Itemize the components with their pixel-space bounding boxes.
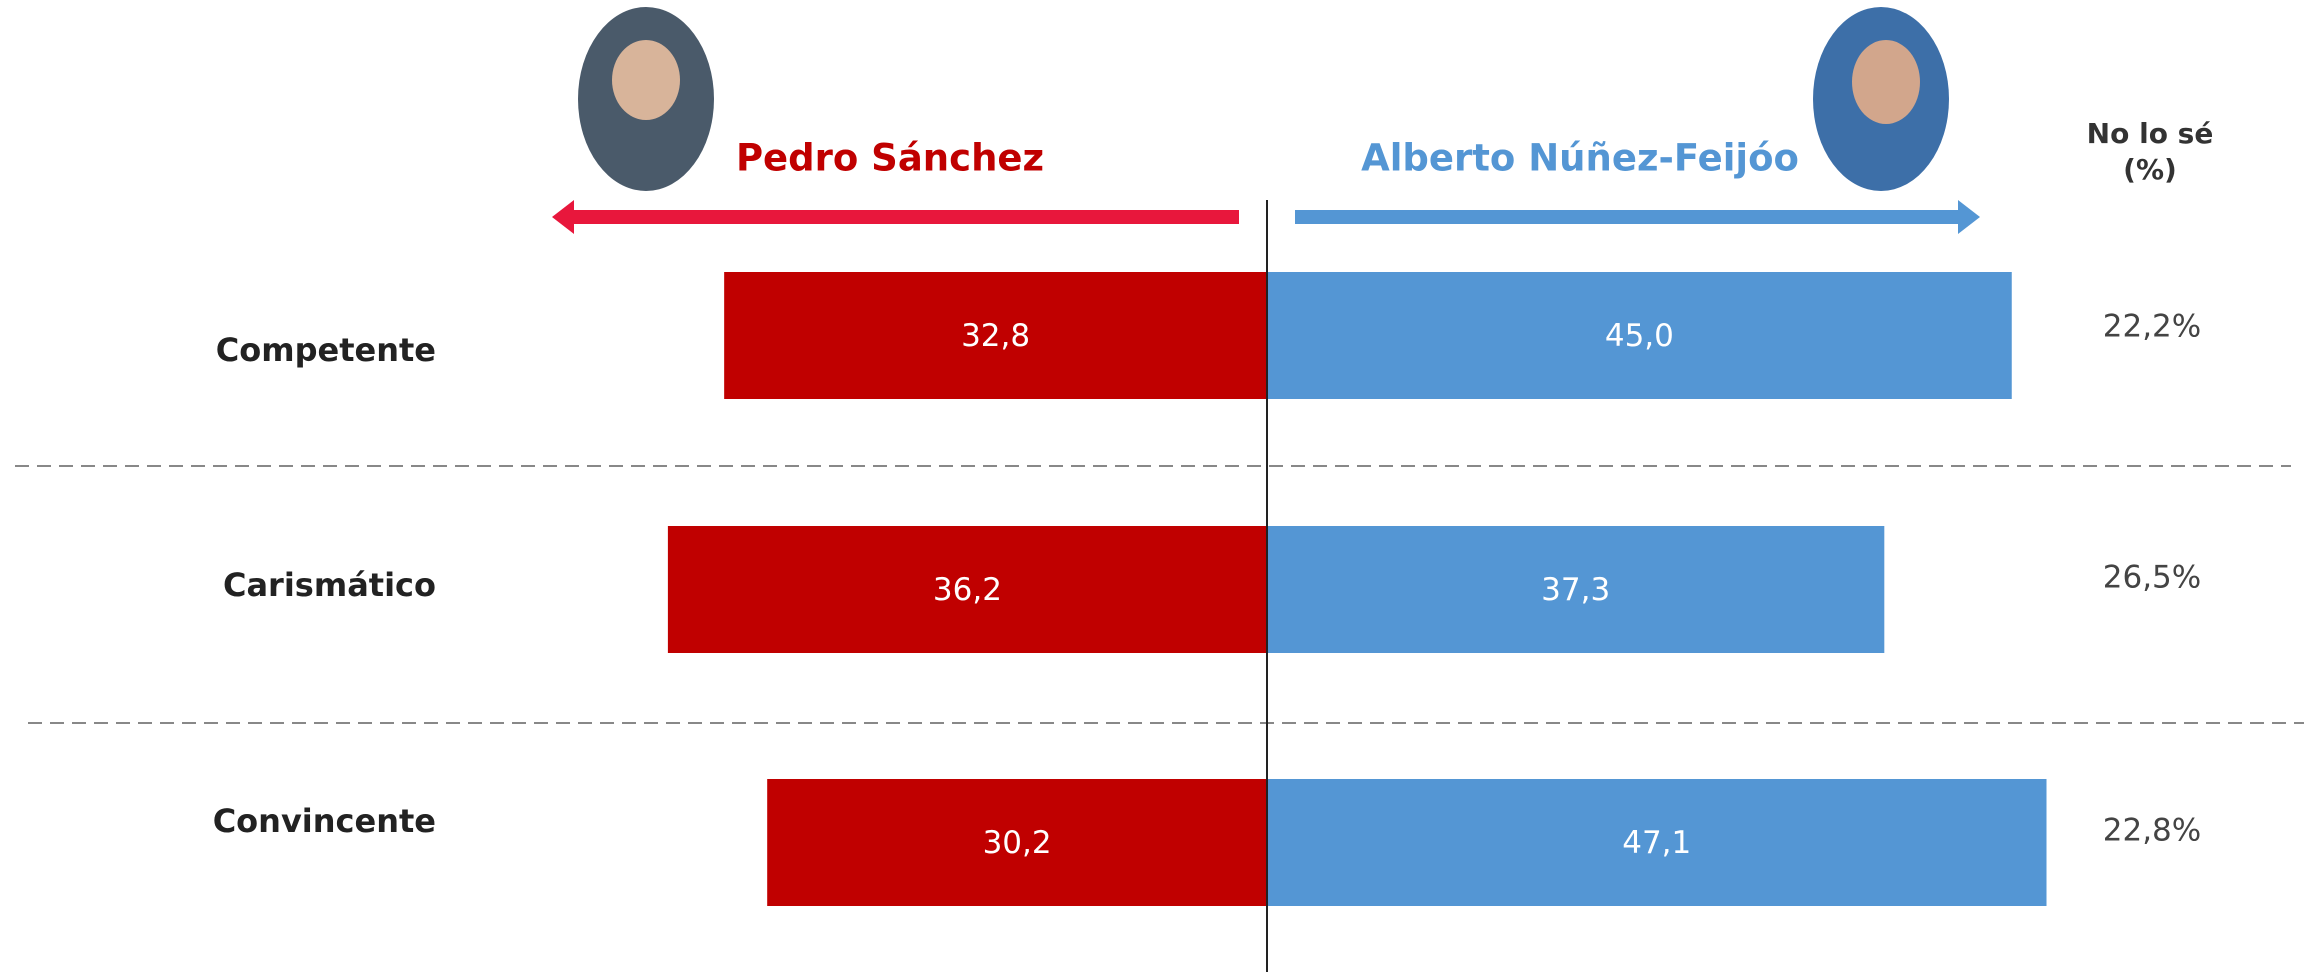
column-header: No lo sé (%) bbox=[2060, 116, 2240, 188]
value-label: 37,3 bbox=[1541, 572, 1610, 608]
category-label: Competente bbox=[216, 331, 436, 369]
candidate-photo-face bbox=[612, 40, 680, 120]
no-answer-value: 26,5% bbox=[2103, 560, 2201, 596]
arrow-head bbox=[552, 200, 574, 234]
series-name: Pedro Sánchez bbox=[736, 137, 1044, 180]
category-label: Carismático bbox=[223, 566, 436, 604]
candidate-photo-face bbox=[1852, 40, 1920, 124]
no-answer-value: 22,2% bbox=[2103, 309, 2201, 345]
value-label: 32,8 bbox=[961, 318, 1030, 354]
value-label: 30,2 bbox=[983, 825, 1052, 861]
value-label: 47,1 bbox=[1622, 825, 1691, 861]
category-label: Convincente bbox=[213, 802, 436, 840]
chart: Competente 32,8 45,0 22,2% Carismático 36,2 37… bbox=[0, 0, 2306, 972]
arrow-head bbox=[1958, 200, 1980, 234]
series-name: Alberto Núñez-Feijóo bbox=[1361, 137, 1799, 180]
value-label: 45,0 bbox=[1605, 318, 1674, 354]
value-label: 36,2 bbox=[933, 572, 1002, 608]
page: Competente 32,8 45,0 22,2% Carismático 36,2 37… bbox=[0, 0, 2306, 972]
no-answer-value: 22,8% bbox=[2103, 813, 2201, 849]
